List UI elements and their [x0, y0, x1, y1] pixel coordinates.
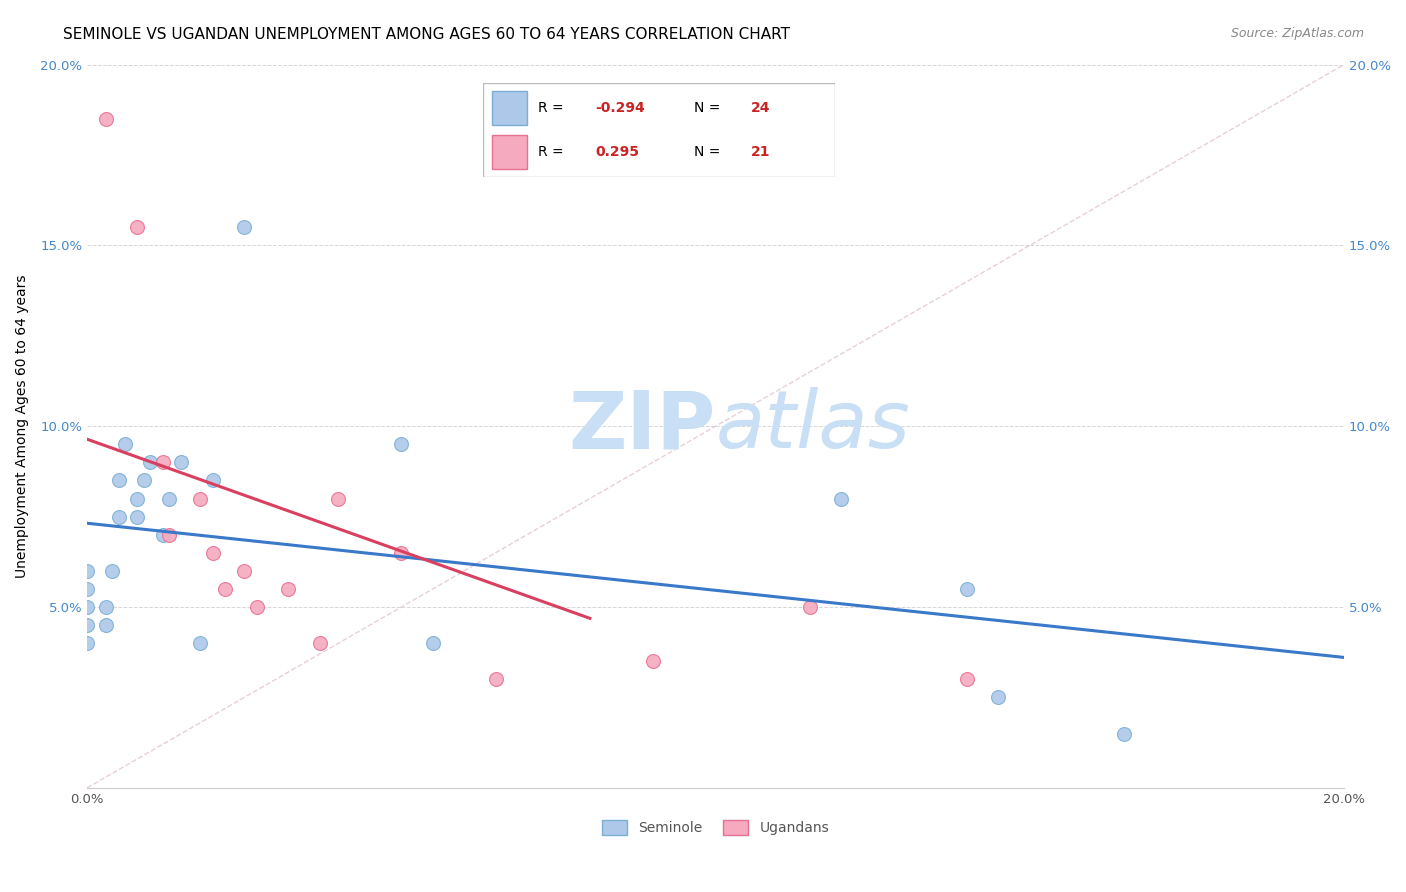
Point	[107, 509, 129, 524]
Text: SEMINOLE VS UGANDAN UNEMPLOYMENT AMONG AGES 60 TO 64 YEARS CORRELATION CHART: SEMINOLE VS UGANDAN UNEMPLOYMENT AMONG A…	[63, 27, 790, 42]
Point	[127, 491, 149, 506]
Y-axis label: Unemployment Among Ages 60 to 64 years: Unemployment Among Ages 60 to 64 years	[15, 275, 30, 578]
Point	[201, 546, 224, 560]
Point	[484, 673, 506, 687]
Point	[76, 582, 98, 596]
Point	[233, 220, 256, 235]
Point	[641, 654, 664, 668]
Point	[246, 600, 269, 615]
Point	[389, 546, 412, 560]
Point	[157, 491, 180, 506]
Point	[277, 582, 299, 596]
Point	[114, 437, 136, 451]
Text: Source: ZipAtlas.com: Source: ZipAtlas.com	[1230, 27, 1364, 40]
Point	[101, 564, 124, 578]
Point	[157, 527, 180, 541]
Point	[308, 636, 330, 650]
Text: ZIP: ZIP	[568, 387, 716, 466]
Point	[201, 474, 224, 488]
Point	[94, 112, 117, 126]
Point	[107, 474, 129, 488]
Point	[127, 509, 149, 524]
Point	[799, 600, 821, 615]
Point	[170, 455, 193, 469]
Point	[152, 527, 174, 541]
Point	[956, 673, 979, 687]
Point	[76, 564, 98, 578]
Point	[139, 455, 162, 469]
Point	[94, 600, 117, 615]
Legend: Seminole, Ugandans: Seminole, Ugandans	[602, 821, 830, 835]
Point	[328, 491, 350, 506]
Text: atlas: atlas	[716, 387, 910, 466]
Point	[1112, 726, 1135, 740]
Point	[132, 474, 155, 488]
Point	[188, 636, 211, 650]
Point	[76, 618, 98, 632]
Point	[188, 491, 211, 506]
Point	[422, 636, 444, 650]
Point	[76, 600, 98, 615]
Point	[152, 455, 174, 469]
Point	[214, 582, 236, 596]
Point	[127, 220, 149, 235]
Point	[956, 582, 979, 596]
Point	[830, 491, 852, 506]
Point	[389, 437, 412, 451]
Point	[233, 564, 256, 578]
Point	[94, 618, 117, 632]
Point	[987, 690, 1010, 705]
Point	[76, 636, 98, 650]
